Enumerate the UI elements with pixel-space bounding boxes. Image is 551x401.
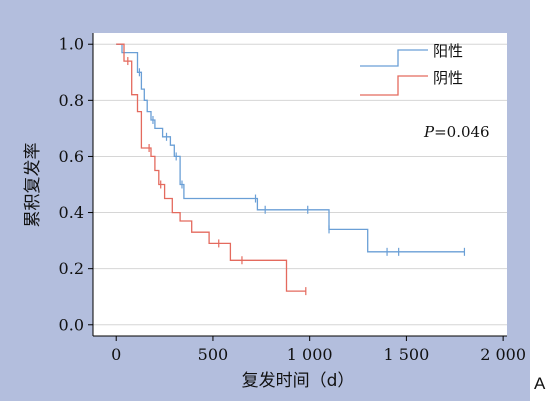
legend-swatch-negative bbox=[360, 75, 428, 96]
legend: 阳性 阴性 bbox=[360, 42, 463, 96]
legend-label-negative: 阴性 bbox=[433, 69, 463, 87]
recurrence-chart: 0.0 0.2 0.4 0.6 0.8 1.0 0 500 1 000 1 500 2 000 阳性… bbox=[23, 33, 526, 391]
x-tick-label: 1 000 bbox=[287, 345, 333, 364]
series-line-negative bbox=[116, 43, 306, 292]
series-layer bbox=[116, 43, 466, 296]
p-value-symbol: P bbox=[423, 123, 435, 141]
x-tick-label: 2 000 bbox=[480, 345, 526, 364]
y-tick-label: 0.0 bbox=[59, 315, 84, 334]
p-value-annotation: P=0.046 bbox=[423, 123, 490, 141]
legend-label-positive: 阳性 bbox=[433, 42, 463, 60]
y-tick-label: 1.0 bbox=[59, 35, 84, 54]
p-value-text: =0.046 bbox=[434, 123, 490, 141]
series-line-positive bbox=[116, 43, 465, 253]
legend-swatch-positive bbox=[360, 49, 428, 67]
y-axis-title: 累积复发率 bbox=[23, 143, 43, 228]
x-tick-label: 500 bbox=[198, 345, 229, 364]
x-tick-label: 0 bbox=[111, 345, 121, 364]
x-tick-label: 1 500 bbox=[383, 345, 429, 364]
y-tick-label: 0.8 bbox=[59, 91, 84, 110]
ticks: 0.0 0.2 0.4 0.6 0.8 1.0 0 500 1 000 1 500 2 000 bbox=[59, 35, 526, 364]
axes bbox=[92, 33, 507, 337]
x-axis-title: 复发时间（d） bbox=[242, 371, 355, 391]
y-tick-label: 0.6 bbox=[59, 147, 84, 166]
panel-label: A bbox=[534, 374, 546, 393]
y-tick-label: 0.2 bbox=[59, 259, 84, 278]
y-tick-label: 0.4 bbox=[59, 203, 84, 222]
grid bbox=[93, 43, 507, 326]
